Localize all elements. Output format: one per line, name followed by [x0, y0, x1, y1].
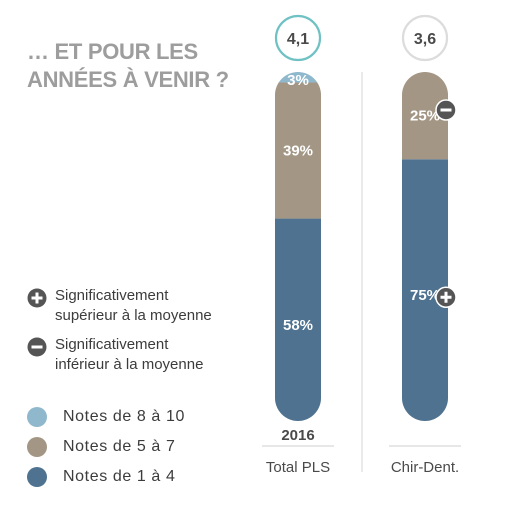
average-score-chir-dent: 3,6: [414, 31, 436, 48]
data-label-total-pls-notes-de-1-a-4: 58%: [283, 317, 313, 334]
significance-legend: Significativement supérieur à la moyenne…: [27, 286, 212, 375]
significance-legend-item-minus: Significativement inférieur à la moyenne: [27, 335, 212, 375]
page-heading: … ET POUR LES ANNÉES À VENIR ?: [27, 38, 229, 94]
legend-label-low: Notes de 1 à 4: [63, 468, 176, 485]
plus-circle-icon: [27, 288, 47, 308]
minus-circle-icon-hbar: [440, 108, 452, 112]
data-label-total-pls-notes-de-8-a-10: 3%: [287, 72, 309, 89]
year-label: 2016: [281, 427, 314, 444]
color-legend-item-mid: Notes de 5 à 7: [27, 432, 185, 462]
category-label-chir-dent: Chir-Dent.: [391, 459, 459, 476]
legend-swatch-high: [27, 407, 47, 427]
significance-plus-line-2: supérieur à la moyenne: [55, 307, 212, 324]
data-label-chir-dent-notes-de-1-a-4: 75%: [410, 287, 440, 304]
average-score-badge-chir-dent: [401, 14, 449, 62]
legend-swatch-mid: [27, 437, 47, 457]
legend-label-high: Notes de 8 à 10: [63, 408, 185, 425]
data-label-chir-dent-notes-de-5-a-7: 25%: [410, 108, 440, 125]
color-legend-item-high: Notes de 8 à 10: [27, 402, 185, 432]
significance-minus-line-1: Significativement: [55, 336, 169, 353]
heading-line-1: … ET POUR LES: [27, 39, 198, 64]
significance-minus-line-2: inférieur à la moyenne: [55, 356, 204, 373]
color-legend: Notes de 8 à 10 Notes de 5 à 7 Notes de …: [27, 402, 185, 492]
legend-label-mid: Notes de 5 à 7: [63, 438, 176, 455]
minus-circle-icon: [435, 99, 457, 121]
bar-segment-total-pls-notes-de-1-a-4: [275, 218, 321, 421]
category-label-total-pls: Total PLS: [266, 459, 330, 476]
plus-circle-icon: [435, 286, 457, 308]
significance-legend-item-plus: Significativement supérieur à la moyenne: [27, 286, 212, 326]
data-label-total-pls-notes-de-5-a-7: 39%: [283, 143, 313, 160]
bar-stack-chir-dent: [402, 72, 448, 421]
minus-circle-icon: [27, 337, 47, 357]
bar-stack-total-pls: [275, 72, 321, 421]
legend-swatch-low: [27, 467, 47, 487]
plus-circle-icon-vbar: [444, 291, 448, 303]
significance-plus-line-1: Significativement: [55, 287, 169, 304]
heading-line-2: ANNÉES À VENIR ?: [27, 67, 229, 92]
color-legend-item-low: Notes de 1 à 4: [27, 462, 185, 492]
bar-segment-total-pls-notes-de-8-a-10: [275, 72, 321, 83]
bar-segment-total-pls-notes-de-5-a-7: [275, 82, 321, 219]
average-score-total-pls: 4,1: [287, 31, 309, 48]
average-score-badge-total-pls: [274, 14, 322, 62]
